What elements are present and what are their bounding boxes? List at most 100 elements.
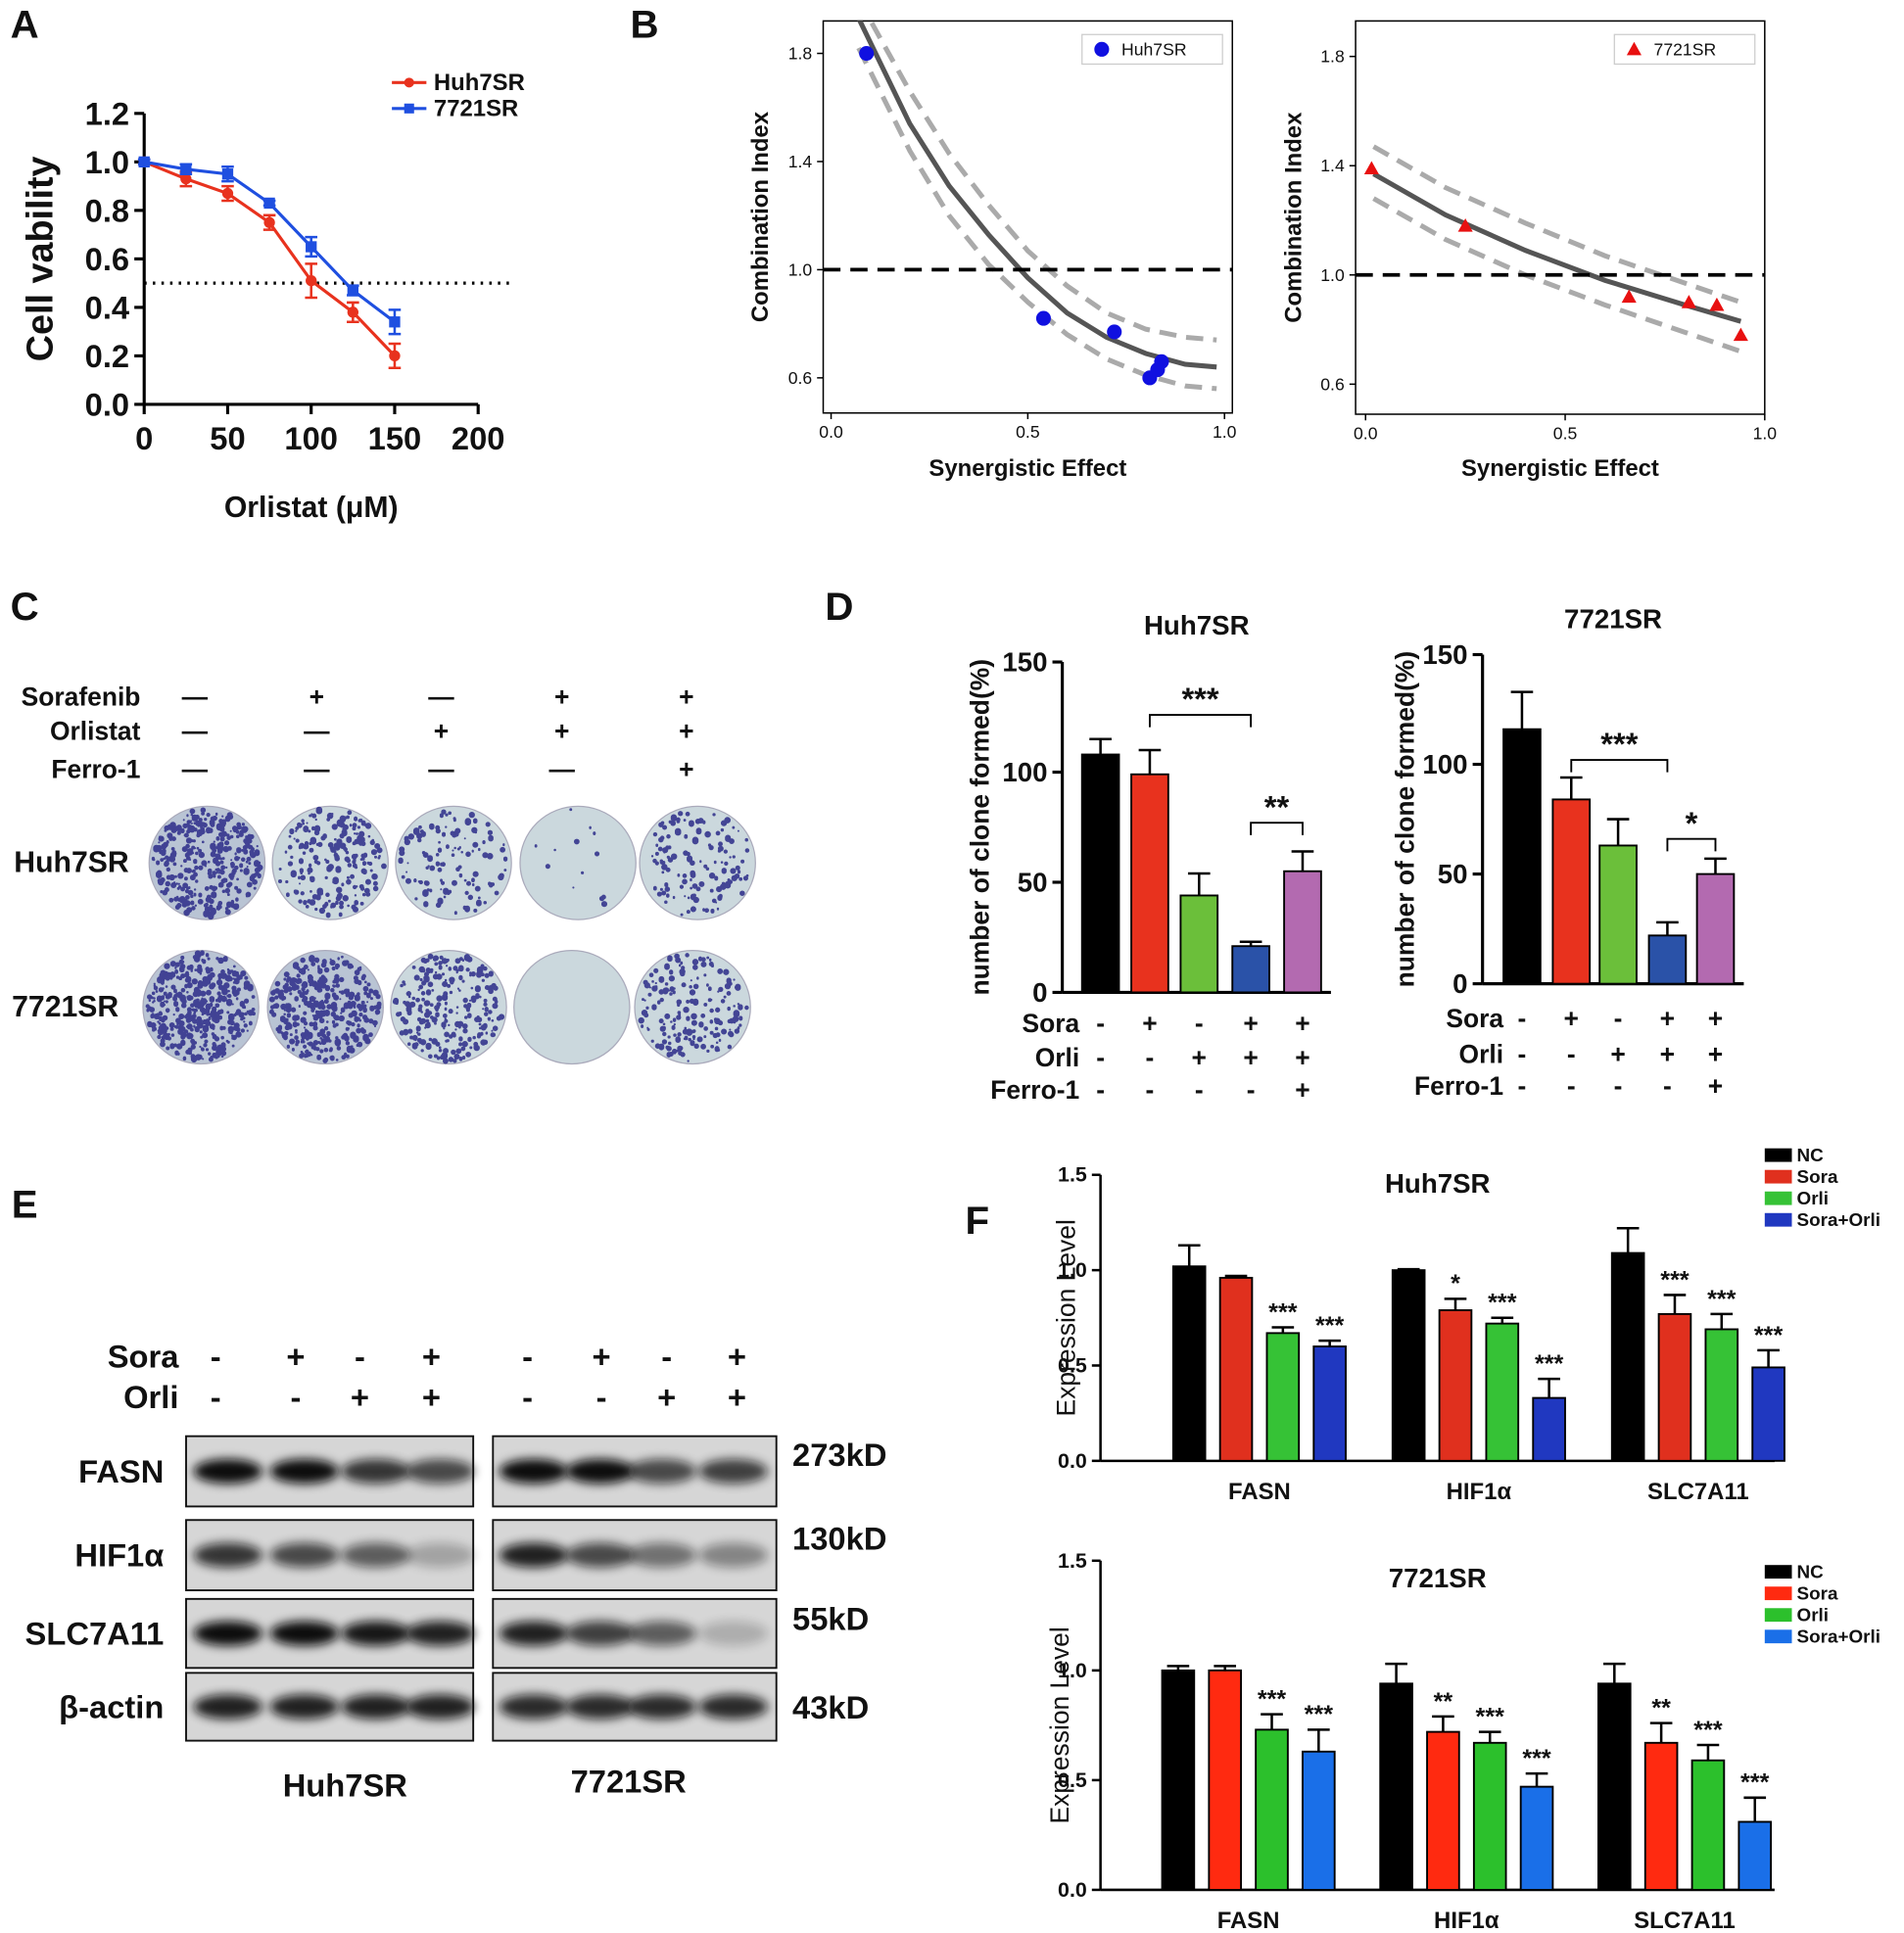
error-bar <box>1291 850 1314 872</box>
x-tick-label: 150 <box>368 420 422 456</box>
legend-swatch <box>1764 1148 1792 1162</box>
y-tick-label: 1.5 <box>1058 1163 1087 1187</box>
treatment-sign: + <box>1610 1039 1625 1068</box>
bar <box>1485 1322 1520 1462</box>
blot-band <box>405 1694 475 1720</box>
bar <box>1704 1328 1739 1462</box>
y-tick-label: 0.6 <box>788 368 813 388</box>
colonies <box>268 955 382 1063</box>
x-tick-label: SLC7A11 <box>1647 1479 1749 1505</box>
blot-band <box>698 1458 768 1485</box>
legend-swatch <box>1764 1608 1792 1623</box>
confidence-band <box>1372 144 1742 306</box>
protein-name: FASN <box>78 1453 164 1489</box>
chart-title: Huh7SR <box>1144 610 1250 640</box>
line <box>143 160 397 357</box>
error-bar <box>1177 1244 1201 1267</box>
culture-plate <box>519 805 637 920</box>
treatment-sign: + <box>554 682 569 711</box>
x-tick-label: 0.5 <box>1016 422 1040 442</box>
panel-label: B <box>631 3 659 47</box>
treatment-sign: + <box>554 717 569 746</box>
treatment-sign: + <box>1708 1039 1723 1068</box>
treatment-sign: + <box>1142 1009 1157 1038</box>
bar <box>1690 1759 1726 1891</box>
treatment-sign: + <box>434 717 449 746</box>
treatment-name: Sorafenib <box>22 682 141 711</box>
x-tick-label: FASN <box>1217 1908 1280 1933</box>
bar <box>1302 1750 1336 1891</box>
error-bar <box>1187 872 1211 896</box>
treatment-sign: - <box>1195 1009 1204 1038</box>
treatment-sign: — <box>182 682 209 711</box>
treatment-sign: - <box>211 1338 221 1374</box>
protein-name: HIF1α <box>74 1537 164 1574</box>
error-bar <box>1743 1796 1767 1822</box>
error-bar <box>1478 1730 1501 1743</box>
panel-label: A <box>11 3 39 47</box>
significance-bracket <box>1250 822 1304 835</box>
blot-band <box>269 1694 340 1720</box>
bar <box>1231 945 1270 994</box>
marker <box>1733 327 1748 342</box>
marker <box>180 173 192 185</box>
marker <box>1035 310 1051 326</box>
significance-label: *** <box>1315 1312 1345 1340</box>
treatment-sign: — <box>182 755 209 784</box>
confidence-band <box>1372 196 1742 354</box>
y-tick-label: 1.8 <box>788 44 813 64</box>
y-axis-label: Combination Index <box>747 111 774 322</box>
treatment-sign: — <box>428 755 454 784</box>
marker <box>1709 297 1725 311</box>
panel-label: D <box>825 585 853 629</box>
legend-label: Huh7SR <box>1121 39 1187 59</box>
error-bar <box>1089 737 1112 755</box>
treatment-name: Sora <box>1022 1009 1079 1038</box>
bar <box>1647 934 1688 985</box>
treatment-sign: - <box>291 1379 302 1415</box>
y-tick-label: 0.2 <box>85 338 129 374</box>
y-tick-label: 1.0 <box>1320 265 1345 285</box>
y-tick-label: 1.0 <box>85 144 129 180</box>
error-bar <box>1510 690 1534 730</box>
treatment-sign: + <box>1660 1004 1675 1033</box>
colonies <box>650 811 750 917</box>
y-axis-label: Cell vability <box>19 156 60 361</box>
x-tick-label: 0 <box>135 420 153 456</box>
bar <box>1532 1396 1566 1462</box>
blot-band <box>627 1694 696 1720</box>
blot-band <box>269 1542 340 1568</box>
protein-name: β-actin <box>59 1688 164 1724</box>
legend-label: NC <box>1797 1145 1825 1165</box>
bar <box>1551 798 1592 985</box>
treatment-sign: — <box>428 682 454 711</box>
colonies <box>398 809 508 916</box>
x-tick-label: 1.0 <box>1753 424 1778 444</box>
treatment-sign: + <box>309 682 324 711</box>
y-axis-label: Expression Level <box>1045 1627 1074 1823</box>
bar <box>1179 894 1219 994</box>
y-tick-label: 100 <box>1422 749 1467 779</box>
legend-label: Huh7SR <box>434 70 525 96</box>
x-axis-label: Synergistic Effect <box>928 455 1126 482</box>
treatment-sign: + <box>351 1379 369 1415</box>
y-tick-label: 0.5 <box>1058 1353 1087 1377</box>
treatment-sign: + <box>1295 1043 1309 1072</box>
x-tick-label: 1.0 <box>1213 422 1237 442</box>
marker <box>389 316 401 328</box>
y-tick-label: 0 <box>1032 977 1047 1008</box>
error-bar <box>1649 1721 1673 1743</box>
y-axis-label: Expression Level <box>1051 1219 1080 1416</box>
bar <box>1519 1785 1554 1891</box>
y-tick-label: 0.0 <box>1058 1878 1087 1902</box>
error-bar <box>1602 1662 1626 1684</box>
treatment-sign: + <box>1192 1043 1207 1072</box>
significance-label: * <box>1451 1270 1460 1297</box>
bar <box>1643 1741 1679 1891</box>
marker <box>1107 324 1122 340</box>
marker <box>138 156 150 168</box>
treatment-sign: + <box>1660 1039 1675 1068</box>
significance-label: *** <box>1258 1686 1287 1714</box>
legend-swatch <box>1764 1191 1792 1205</box>
y-tick-label: 0 <box>1452 968 1467 999</box>
